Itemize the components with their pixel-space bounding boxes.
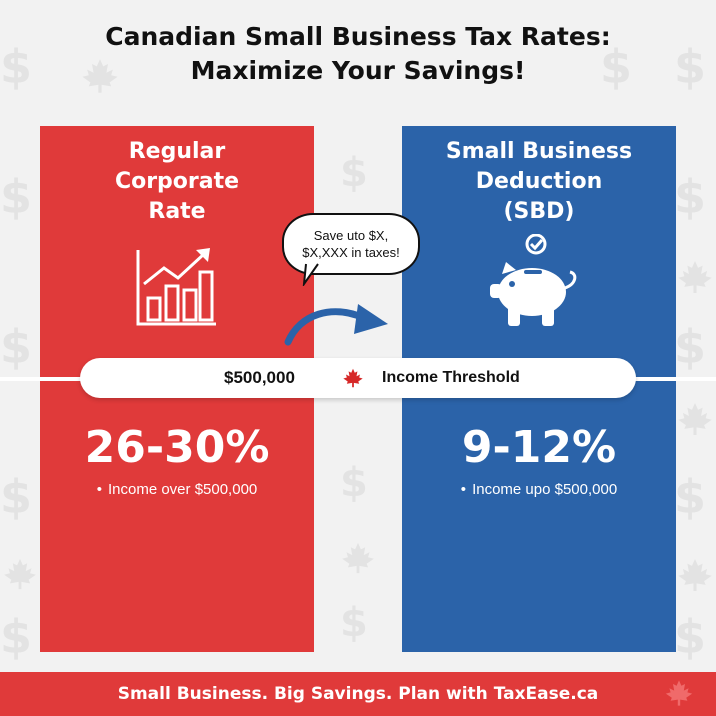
bubble-tail	[302, 262, 320, 286]
dollar-sign-icon: $	[674, 170, 707, 224]
maple-leaf-icon	[665, 680, 693, 706]
threshold-amount: $500,000	[224, 368, 295, 387]
maple-leaf-icon	[4, 558, 36, 590]
dollar-sign-icon: $	[340, 600, 368, 646]
bullet: •	[96, 481, 102, 498]
dollar-sign-icon: $	[600, 40, 633, 94]
bubble-text: Save uto $X, $X,XXX in taxes!	[284, 227, 418, 261]
note-text: Income over $500,000	[107, 481, 258, 498]
footer-text: Small Business. Big Savings. Plan with T…	[117, 684, 599, 704]
maple-leaf-icon	[342, 542, 374, 574]
maple-leaf-icon	[678, 403, 712, 435]
dollar-sign-icon: $	[674, 40, 707, 94]
piggy-bank-icon	[490, 234, 577, 326]
note-text: Income upo $500,000	[472, 481, 618, 498]
title-line-2: Maximize Your Savings!	[190, 56, 526, 85]
dollar-sign-icon: $	[0, 40, 33, 94]
heading-line: Regular	[128, 139, 226, 164]
dollar-sign-icon: $	[0, 170, 33, 224]
page-title: Canadian Small Business Tax Rates: Maxim…	[0, 20, 716, 88]
maple-leaf-icon	[678, 261, 712, 293]
bullet: •	[460, 481, 467, 498]
dollar-sign-icon: $	[0, 470, 33, 524]
regular-rate-note: • Income over $500,000	[40, 480, 314, 500]
dollar-sign-icon: $	[340, 150, 368, 196]
dollar-sign-icon: $	[674, 470, 707, 524]
curved-arrow-icon	[284, 304, 388, 346]
title-line-1: Canadian Small Business Tax Rates:	[105, 22, 611, 51]
bubble-line: Save uto $X,	[313, 228, 389, 243]
panel-heading: Small Business Deduction (SBD)	[402, 137, 676, 227]
threshold-label: Income Threshold	[382, 369, 520, 386]
dollar-sign-icon: $	[0, 610, 33, 664]
maple-leaf-icon	[343, 368, 363, 388]
heading-line: (SBD)	[503, 199, 575, 224]
heading-line: Small Business	[445, 139, 633, 164]
bubble-line: $X,XXX in taxes!	[302, 245, 400, 260]
heading-line: Rate	[148, 199, 206, 224]
dollar-sign-icon: $	[674, 610, 707, 664]
maple-leaf-icon	[82, 59, 118, 93]
income-threshold-bar: $500,000 Income Threshold	[80, 358, 636, 398]
sbd-rate-value: 9-12%	[461, 422, 617, 473]
footer-banner: Small Business. Big Savings. Plan with T…	[0, 672, 716, 716]
panel-heading: Regular Corporate Rate	[40, 137, 314, 227]
bar-chart-growth-icon	[136, 248, 216, 326]
dollar-sign-icon: $	[674, 320, 707, 374]
sbd-rate-note: • Income upo $500,000	[402, 480, 676, 500]
maple-leaf-icon	[678, 559, 712, 591]
heading-line: Deduction	[475, 169, 603, 194]
regular-rate-value: 26-30%	[84, 422, 270, 473]
dollar-sign-icon: $	[340, 460, 368, 506]
heading-line: Corporate	[114, 169, 240, 194]
dollar-sign-icon: $	[0, 320, 33, 374]
